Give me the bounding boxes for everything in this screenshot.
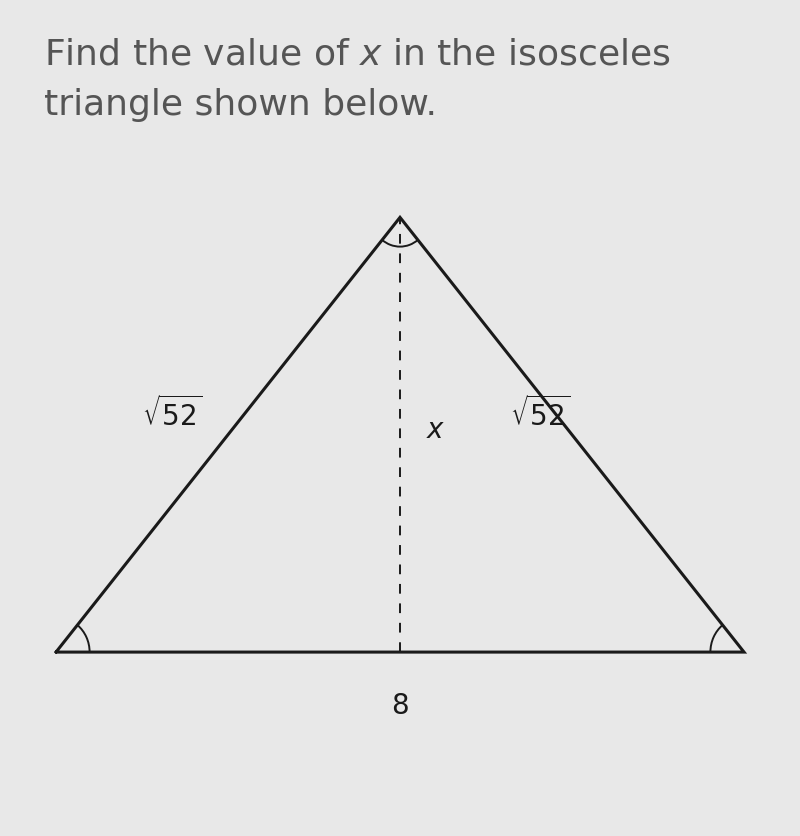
Text: triangle shown below.: triangle shown below. (44, 88, 437, 122)
Text: $x$: $x$ (426, 417, 446, 444)
Text: $8$: $8$ (391, 693, 409, 720)
Text: $\sqrt{52}$: $\sqrt{52}$ (510, 396, 570, 431)
Text: Find the value of $x$ in the isosceles: Find the value of $x$ in the isosceles (44, 38, 670, 72)
Text: $\sqrt{52}$: $\sqrt{52}$ (142, 396, 202, 431)
